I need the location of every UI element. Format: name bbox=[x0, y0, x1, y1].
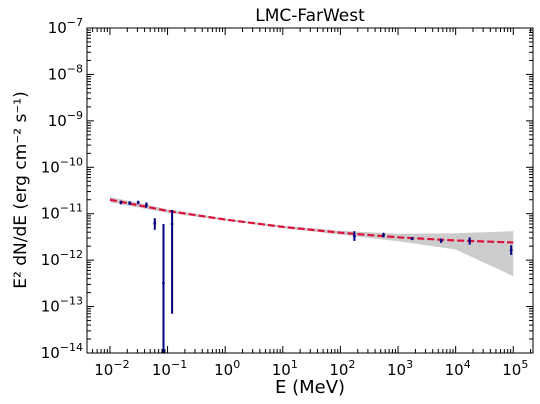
point-marker bbox=[509, 248, 513, 252]
x-tick-label: 10−1 bbox=[152, 358, 187, 379]
data-point bbox=[410, 237, 414, 241]
point-marker bbox=[136, 201, 140, 204]
point-marker bbox=[128, 201, 132, 205]
point-marker bbox=[439, 239, 443, 243]
y-tick-label: 10−11 bbox=[41, 202, 83, 223]
point-marker bbox=[382, 233, 385, 237]
data-point bbox=[468, 237, 472, 245]
data-point bbox=[136, 200, 140, 205]
y-tick-label: 10−10 bbox=[41, 155, 83, 176]
point-marker bbox=[153, 221, 157, 225]
point-marker bbox=[162, 281, 165, 285]
point-marker bbox=[468, 239, 472, 243]
data-point bbox=[170, 210, 174, 314]
x-axis-label: E (MeV) bbox=[275, 377, 345, 398]
data-point bbox=[382, 232, 385, 238]
model-curve bbox=[109, 198, 514, 244]
y-tick-label: 10−7 bbox=[48, 16, 83, 37]
x-tick-label: 104 bbox=[445, 358, 471, 379]
y-tick-label: 10−14 bbox=[41, 341, 83, 362]
point-marker bbox=[170, 222, 174, 226]
y-axis-label: E² dN/dE (erg cm⁻² s⁻¹) bbox=[11, 91, 31, 288]
data-point bbox=[128, 201, 132, 205]
chart-title: LMC-FarWest bbox=[255, 6, 365, 26]
data-point bbox=[509, 245, 513, 255]
x-tick-label: 103 bbox=[387, 358, 413, 379]
x-tick-label: 102 bbox=[329, 358, 355, 379]
point-marker bbox=[410, 237, 414, 241]
axis-ticks bbox=[86, 27, 533, 354]
data-point bbox=[162, 224, 165, 353]
x-tick-label: 105 bbox=[502, 358, 528, 379]
x-tick-label: 100 bbox=[214, 358, 240, 379]
data-point bbox=[119, 200, 123, 205]
x-tick-label: 10−2 bbox=[94, 358, 129, 379]
plot-frame bbox=[86, 27, 534, 354]
x-tick-label: 101 bbox=[272, 358, 298, 379]
data-point bbox=[353, 231, 356, 241]
y-tick-label: 10−12 bbox=[41, 248, 83, 269]
point-marker bbox=[353, 234, 356, 238]
y-tick-label: 10−13 bbox=[41, 295, 83, 316]
y-tick-label: 10−8 bbox=[48, 62, 83, 83]
data-point bbox=[439, 238, 443, 243]
point-marker bbox=[119, 201, 123, 204]
y-tick-label: 10−9 bbox=[48, 109, 83, 130]
point-marker bbox=[145, 203, 148, 207]
data-point bbox=[145, 202, 148, 208]
data-point bbox=[153, 218, 157, 230]
